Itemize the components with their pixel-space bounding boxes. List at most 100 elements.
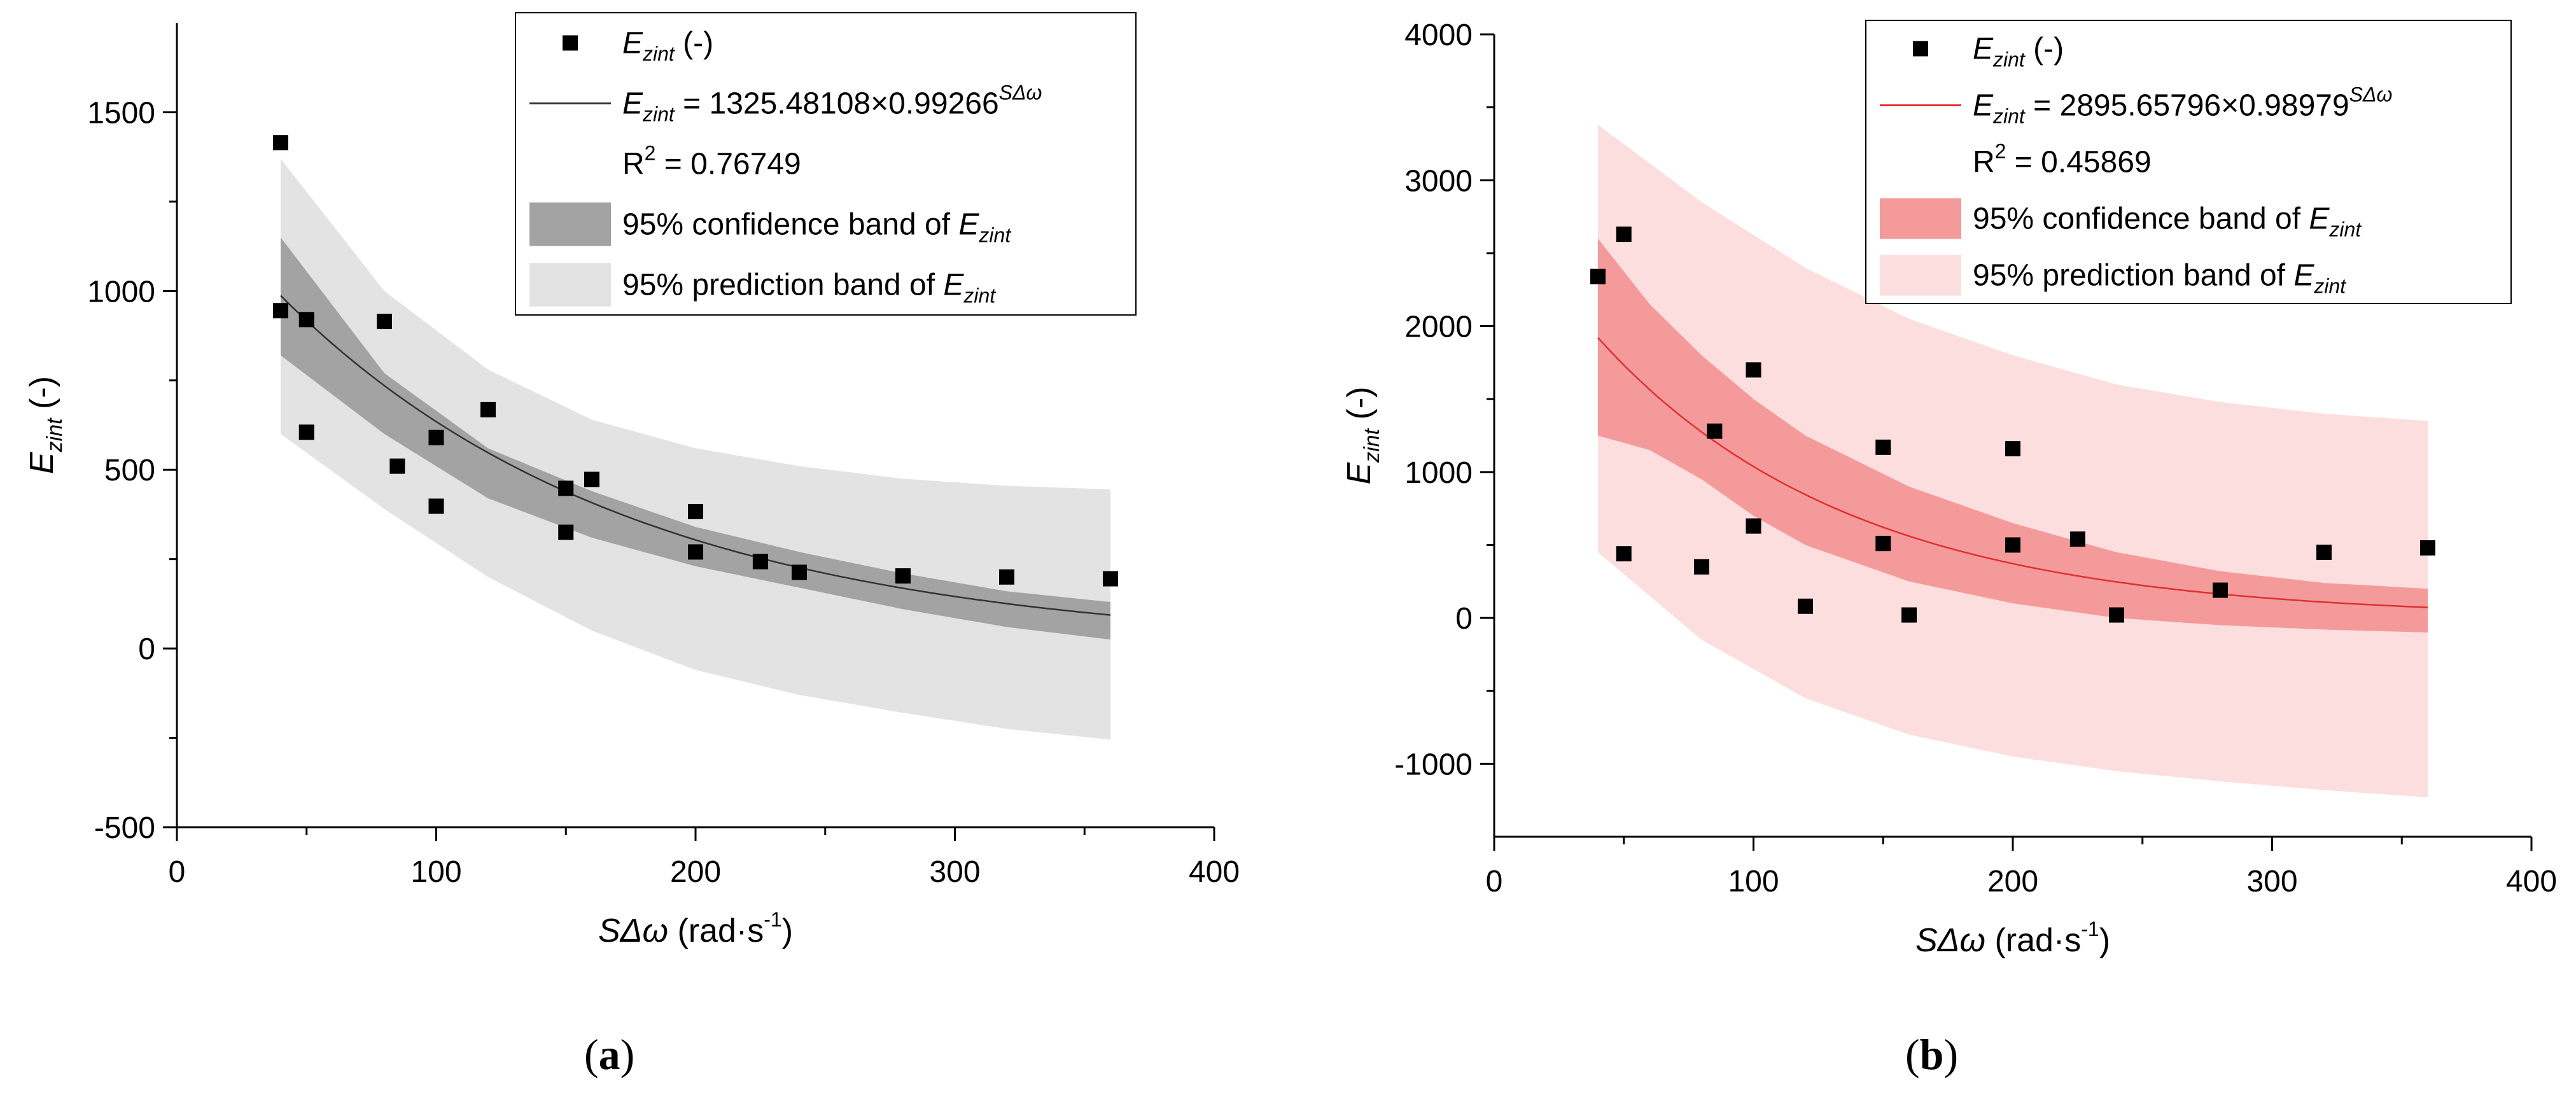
prediction-band xyxy=(1598,125,2428,798)
y-tick-label: 3000 xyxy=(1404,164,1473,198)
x-tick-label: 300 xyxy=(929,855,980,889)
panel-a-caption-open: ( xyxy=(584,1030,599,1079)
legend-fit-symbol: E xyxy=(1973,89,1994,123)
data-point xyxy=(999,569,1014,585)
y-axis-label-symbol: E xyxy=(24,451,60,474)
panel-b-caption-open: ( xyxy=(1905,1030,1920,1079)
legend-points-subscript: zint xyxy=(1992,48,2026,71)
legend-fit-rhs: = 1325.48108×0.99266 xyxy=(675,87,999,121)
x-tick-label: 0 xyxy=(169,855,186,889)
legend-points-subscript: zint xyxy=(642,43,675,66)
data-point xyxy=(752,554,768,569)
data-point xyxy=(298,424,314,440)
data-point xyxy=(895,568,911,584)
legend-points-unit: (-) xyxy=(675,27,713,60)
legend-points-unit: (-) xyxy=(2025,32,2064,66)
data-point xyxy=(1707,423,1723,439)
data-point xyxy=(428,498,444,514)
x-tick-label: 100 xyxy=(1728,865,1779,898)
data-point xyxy=(389,458,405,474)
y-axis-label-subscript: zint xyxy=(43,417,67,452)
data-point xyxy=(428,430,444,445)
x-axis-label: SΔω (rad·s-1) xyxy=(598,908,793,949)
data-point xyxy=(298,312,314,328)
legend-confidence-swatch xyxy=(529,202,611,246)
y-tick-label: 2000 xyxy=(1404,311,1473,344)
legend-points-symbol: E xyxy=(622,27,643,60)
legend-prediction-swatch xyxy=(1880,255,1961,296)
legend-fit-equation: Ezint = 2895.65796×0.98979SΔω xyxy=(1973,83,2392,128)
fit-curve xyxy=(280,295,1111,616)
legend-point-swatch xyxy=(563,35,578,51)
data-point xyxy=(558,524,574,540)
data-point xyxy=(2005,537,2020,553)
x-axis-label-unit: (rad·s xyxy=(1985,922,2081,959)
y-tick-label: -500 xyxy=(94,811,155,845)
data-point xyxy=(1590,269,1606,284)
x-axis-label-close: ) xyxy=(2099,922,2110,959)
data-point xyxy=(273,303,288,319)
data-point xyxy=(1694,559,1709,575)
data-point xyxy=(480,402,496,417)
legend-confidence-symbol: E xyxy=(2309,202,2330,236)
legend-fit-equation: Ezint = 1325.48108×0.99266SΔω xyxy=(622,81,1042,126)
legend-prediction-subscript: zint xyxy=(2313,275,2346,298)
x-tick-label: 200 xyxy=(670,855,721,889)
legend-confidence-text: 95% confidence band of xyxy=(622,208,958,242)
panel-b-caption: (b) xyxy=(1905,1030,1958,1080)
legend-prediction-symbol: E xyxy=(2293,259,2314,293)
legend-points-entry: Ezint (-) xyxy=(1973,32,2064,71)
y-tick-label: 1500 xyxy=(87,96,155,130)
y-tick-label: 0 xyxy=(1455,602,1473,636)
panel-b-caption-label: b xyxy=(1919,1030,1944,1079)
legend-fit-symbol: E xyxy=(622,87,643,121)
y-tick-label: 500 xyxy=(104,454,155,487)
x-axis-label-unit: (rad·s xyxy=(668,912,764,949)
panel-a-caption-close: ) xyxy=(620,1030,635,1079)
legend-fit-subscript: zint xyxy=(642,103,675,126)
data-point xyxy=(688,544,703,560)
x-tick-label: 200 xyxy=(1987,865,2038,898)
data-point xyxy=(2109,607,2124,623)
legend-r2-symbol: R xyxy=(622,148,645,181)
chart-panel-a: 0 100 200 300 400 -500 0 500 1000 1500 SΔω (rad·s-… xyxy=(24,12,1240,949)
legend-confidence-subscript: zint xyxy=(978,224,1011,247)
legend-prediction-entry: 95% prediction band of Ezint xyxy=(622,269,996,307)
y-axis-label-subscript: zint xyxy=(1360,428,1384,463)
confidence-band xyxy=(1598,238,2428,633)
legend-prediction-symbol: E xyxy=(943,269,964,302)
legend-points-symbol: E xyxy=(1973,32,1994,66)
legend-r2-value: = 0.45869 xyxy=(2006,146,2151,179)
data-point xyxy=(2213,582,2228,598)
y-tick-label: 1000 xyxy=(87,275,155,309)
data-point xyxy=(1798,598,1813,614)
x-tick-label: 400 xyxy=(2506,865,2557,898)
legend-confidence-symbol: E xyxy=(958,208,979,242)
y-axis-label-unit: (-) xyxy=(24,376,60,418)
chart-panel-b: 0 100 200 300 400 -1000 0 1000 2000 3000 4000 SΔω (… xyxy=(1341,18,2557,959)
legend-confidence-entry: 95% confidence band of Ezint xyxy=(1973,202,2362,241)
data-point xyxy=(273,135,288,151)
legend-r2-exponent: 2 xyxy=(1995,140,2006,163)
legend-fit-subscript: zint xyxy=(1992,105,2026,128)
legend-point-swatch xyxy=(1913,41,1928,57)
x-tick-label: 100 xyxy=(410,855,461,889)
legend-confidence-entry: 95% confidence band of Ezint xyxy=(622,208,1011,247)
data-point xyxy=(2316,544,2332,560)
x-axis-label-symbol: SΔω xyxy=(598,912,668,949)
x-tick-label: 400 xyxy=(1189,855,1240,889)
legend-confidence-subscript: zint xyxy=(2328,218,2362,241)
x-tick-label: 300 xyxy=(2246,865,2297,898)
data-point xyxy=(1875,536,1891,552)
legend-prediction-text: 95% prediction band of xyxy=(622,269,943,302)
data-point xyxy=(1875,439,1891,455)
panel-a-caption: (a) xyxy=(584,1030,634,1080)
data-point xyxy=(688,503,703,519)
data-point xyxy=(1901,607,1917,623)
data-point xyxy=(1746,518,1761,534)
data-point xyxy=(1616,546,1632,562)
data-point xyxy=(377,314,392,330)
legend-r2-exponent: 2 xyxy=(645,142,656,165)
data-point xyxy=(2420,540,2435,556)
legend-prediction-entry: 95% prediction band of Ezint xyxy=(1973,259,2346,298)
